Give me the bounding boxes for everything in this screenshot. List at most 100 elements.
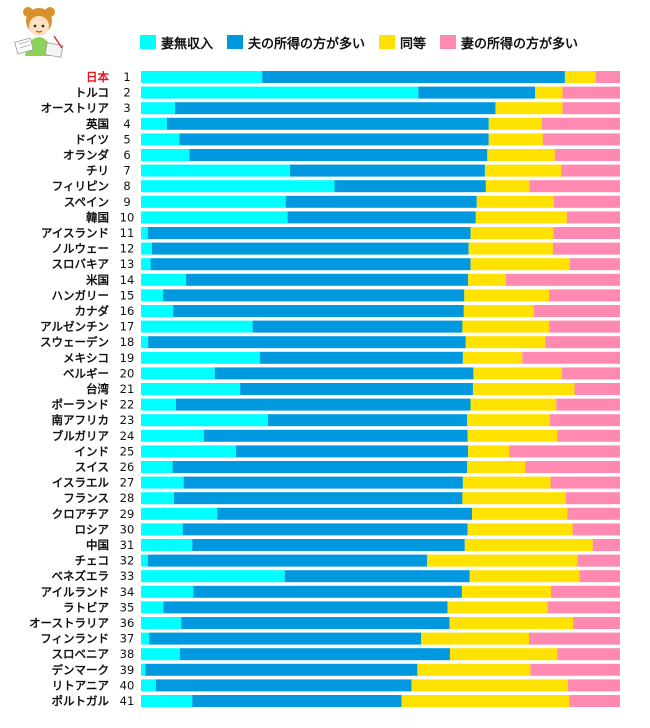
category-label: ドイツ xyxy=(75,132,110,146)
bar-segment xyxy=(284,570,470,583)
rank-label: 32 xyxy=(120,554,135,568)
bar-segment xyxy=(411,679,568,692)
bar-segment xyxy=(203,429,468,442)
bar-segment xyxy=(579,570,621,583)
bar-segment xyxy=(141,71,263,83)
category-label: ベネズエラ xyxy=(52,569,110,583)
bar-segment xyxy=(565,492,620,505)
rank-label: 12 xyxy=(120,242,135,256)
bar-segment xyxy=(592,539,620,551)
category-label: アイスランド xyxy=(41,226,109,240)
category-label: デンマーク xyxy=(52,663,110,677)
legend-swatch xyxy=(379,35,396,49)
bar-segment xyxy=(141,258,151,271)
bar-segment xyxy=(141,227,148,239)
category-label: オーストラリア xyxy=(29,616,109,630)
bar-segment xyxy=(569,695,620,707)
bar-segment xyxy=(552,242,620,255)
bar-segment xyxy=(549,320,620,333)
rank-label: 19 xyxy=(120,351,135,365)
bar-segment xyxy=(525,461,620,473)
category-label: 日本 xyxy=(86,70,109,84)
legend-swatch xyxy=(440,35,457,49)
bar-segment xyxy=(566,211,620,224)
bar-segment xyxy=(141,180,335,193)
bar-segment xyxy=(470,227,554,239)
bar-segment xyxy=(141,570,285,583)
bar-segment xyxy=(179,133,489,146)
bar-segment xyxy=(467,523,573,536)
rank-label: 30 xyxy=(120,522,135,536)
bar-segment xyxy=(469,570,580,583)
bar-segment xyxy=(522,351,620,364)
category-label: スペイン xyxy=(64,195,109,209)
legend-swatch xyxy=(140,35,156,49)
category-label: オーストリア xyxy=(41,101,110,115)
bar-segment xyxy=(141,351,260,364)
bar-segment xyxy=(462,320,550,333)
bar-segment xyxy=(530,663,620,676)
bar-segment xyxy=(155,679,412,692)
bar-segment xyxy=(141,445,236,458)
rank-label: 25 xyxy=(120,444,135,458)
bar-segment xyxy=(163,601,448,614)
bar-segment xyxy=(141,102,176,115)
bar-segment xyxy=(235,445,469,458)
bar-segment xyxy=(285,195,477,208)
category-label: 中国 xyxy=(86,538,109,552)
bar-segment xyxy=(173,305,464,317)
rank-label: 13 xyxy=(120,257,135,271)
bar-segment xyxy=(418,86,536,99)
bar-segment xyxy=(189,149,488,161)
bar-segment xyxy=(421,632,529,645)
bar-segment xyxy=(141,305,174,317)
category-label: インド xyxy=(75,444,110,458)
rank-label: 10 xyxy=(120,210,135,224)
bar-segment xyxy=(141,367,215,380)
rank-label: 15 xyxy=(120,288,135,302)
bar-segment xyxy=(141,617,182,629)
bar-segment xyxy=(572,523,620,536)
legend-item: 同等 xyxy=(379,33,426,52)
bar-segment xyxy=(462,351,523,364)
rank-label: 27 xyxy=(120,476,135,490)
bar-segment xyxy=(192,539,465,551)
bar-segment xyxy=(141,133,180,146)
bar-segment xyxy=(541,117,620,130)
category-label: リトアニア xyxy=(52,678,110,692)
legend-item: 妻無収入 xyxy=(140,33,213,52)
rank-label: 33 xyxy=(120,569,135,583)
rank-label: 8 xyxy=(123,179,130,193)
legend: 妻無収入 夫の所得の方が多い 同等 妻の所得の方が多い xyxy=(140,32,592,52)
rank-label: 2 xyxy=(123,86,130,100)
bar-segment xyxy=(141,663,146,676)
category-label: 韓国 xyxy=(86,210,109,224)
category-label: アイルランド xyxy=(41,585,109,599)
bar-segment xyxy=(554,149,620,161)
mascot-illustration-icon xyxy=(14,7,64,58)
rank-label: 40 xyxy=(120,678,135,692)
rank-label: 24 xyxy=(120,429,135,443)
category-label: アルゼンチン xyxy=(40,320,109,334)
rank-label: 21 xyxy=(120,382,135,396)
bar-segment xyxy=(470,258,570,271)
legend-item: 夫の所得の方が多い xyxy=(227,33,365,52)
rank-label: 26 xyxy=(120,460,135,474)
bar-segment xyxy=(488,117,542,130)
bar-segment xyxy=(150,258,471,271)
bar-segment xyxy=(141,195,286,208)
bar-segment xyxy=(152,242,469,255)
bar-segment xyxy=(141,398,176,411)
category-label: ブルガリア xyxy=(52,429,110,443)
bar-segment xyxy=(595,71,620,83)
legend-swatch xyxy=(227,35,244,49)
bar-segment xyxy=(487,149,555,161)
bar-segment xyxy=(426,554,578,567)
bar-segment xyxy=(141,507,218,520)
category-label: カナダ xyxy=(75,304,110,318)
category-label: スイス xyxy=(75,460,109,474)
category-label: スロバキア xyxy=(52,257,110,271)
rank-label: 36 xyxy=(120,616,135,630)
category-label: フィンランド xyxy=(40,632,109,646)
bar-segment xyxy=(462,476,551,489)
